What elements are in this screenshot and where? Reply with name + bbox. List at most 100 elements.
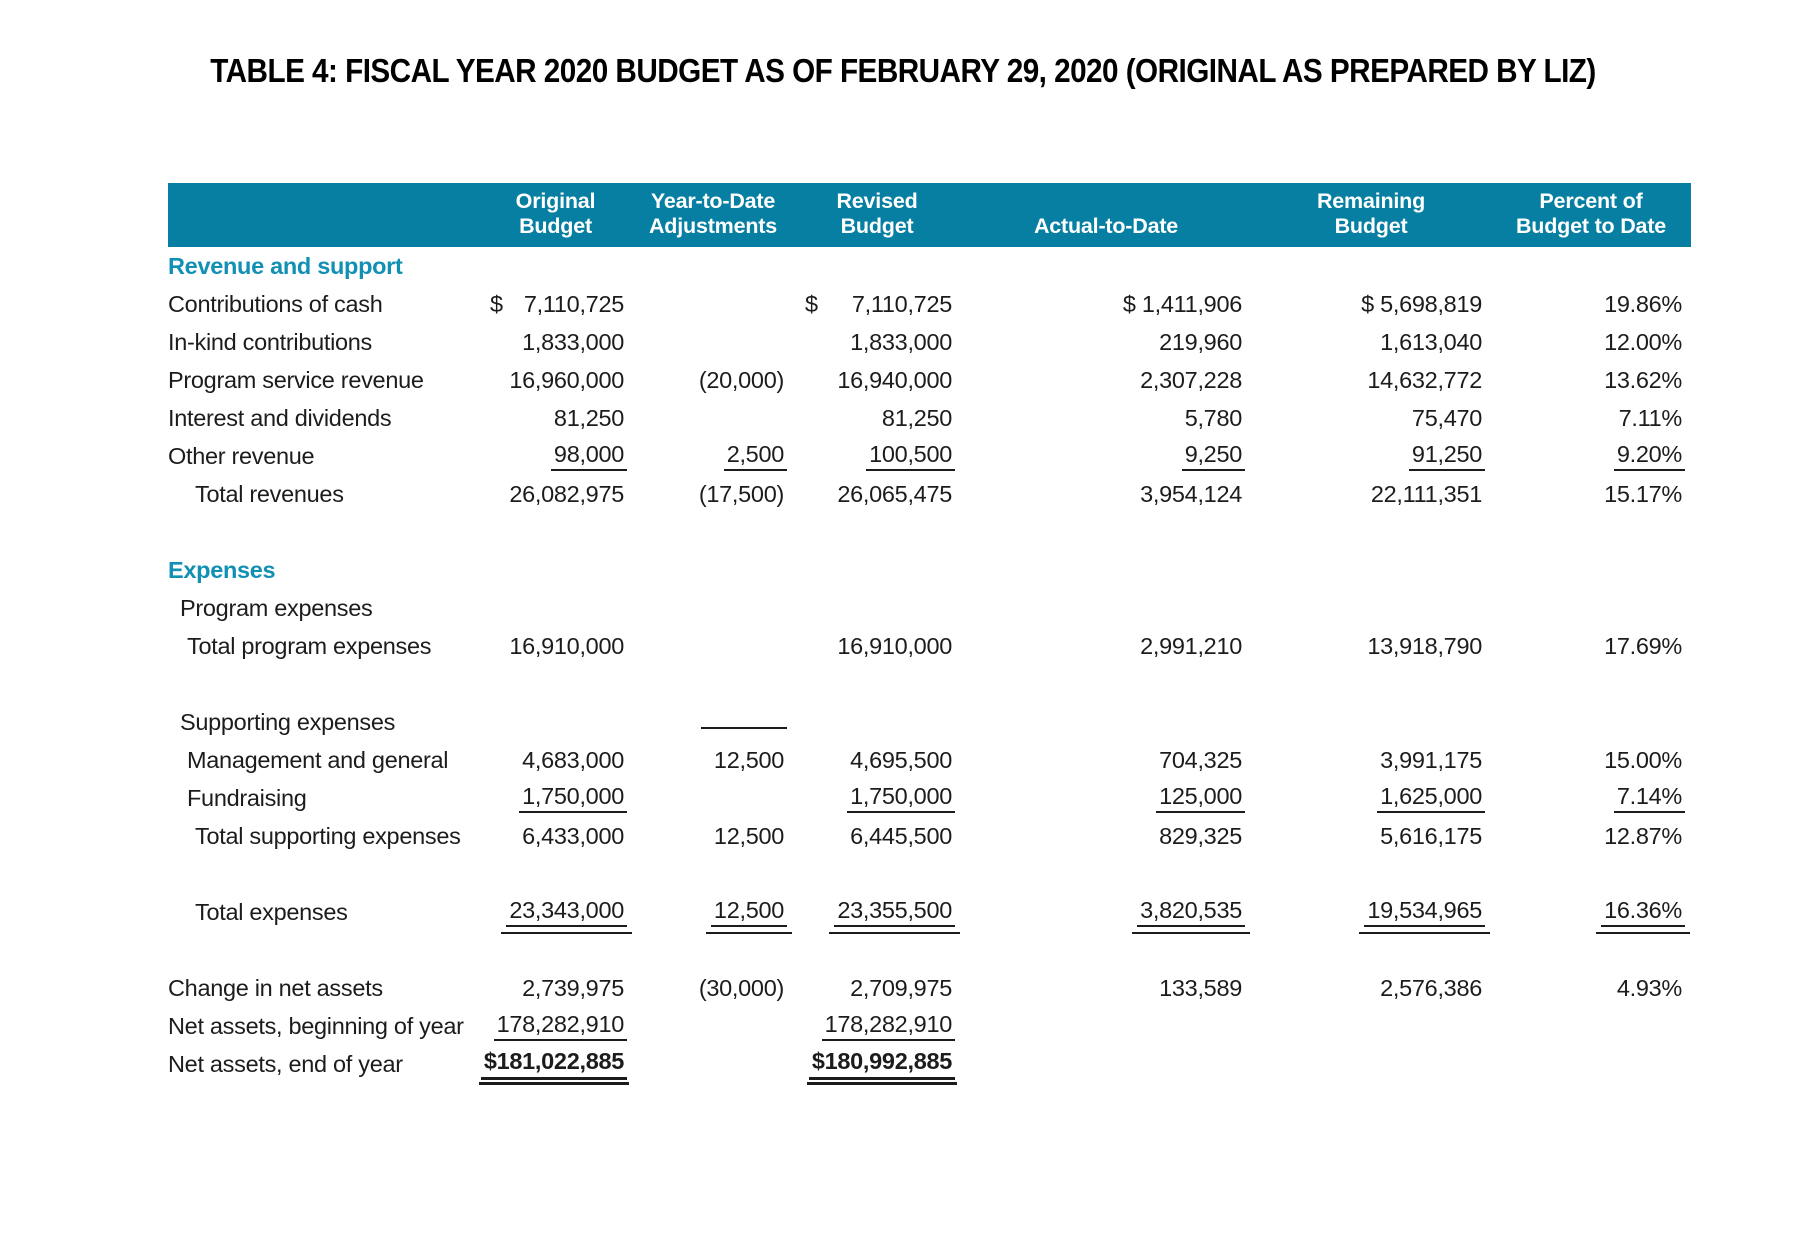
cell xyxy=(478,247,633,285)
accounting-cell: $7,110,725 xyxy=(793,291,955,318)
cell: 23,355,500 xyxy=(793,893,961,934)
cell-value: 15.00% xyxy=(1604,746,1682,773)
cell-value: 3,991,175 xyxy=(1380,746,1482,773)
cell-value: 14,632,772 xyxy=(1367,366,1482,393)
cell-value: 26,065,475 xyxy=(837,480,952,507)
cell: 75,470 xyxy=(1251,399,1491,437)
cell-value: 75,470 xyxy=(1411,404,1482,431)
table-row: Total expenses 23,343,000 12,500 23,355,500… xyxy=(168,893,1691,934)
cell-value: 81,250 xyxy=(553,404,624,431)
cell-value: 2,991,210 xyxy=(1140,632,1242,659)
cell: 4.93% xyxy=(1491,969,1691,1007)
cell xyxy=(633,323,793,361)
cell: 9,250 xyxy=(961,437,1251,475)
column-header-actual-to-date: Actual-to-Date xyxy=(961,183,1251,247)
cell-value: 100,500 xyxy=(866,441,955,471)
cell: 13.62% xyxy=(1491,361,1691,399)
cell: 7.11% xyxy=(1491,399,1691,437)
table-row: Net assets, end of year $181,022,885 $180,… xyxy=(168,1045,1691,1085)
row-label: Program service revenue xyxy=(168,366,424,393)
cell: 16.36% xyxy=(1491,893,1691,934)
section-row: Expenses xyxy=(168,551,1691,589)
cell xyxy=(1491,247,1691,285)
cell: 91,250 xyxy=(1251,437,1491,475)
cell-value: 16,940,000 xyxy=(837,366,952,393)
cell: 12.87% xyxy=(1491,817,1691,855)
cell xyxy=(1251,247,1491,285)
cell: 178,282,910 xyxy=(793,1007,961,1045)
cell: 6,433,000 xyxy=(478,817,633,855)
cell-value: 4,683,000 xyxy=(522,746,624,773)
cell-value: 2,576,386 xyxy=(1380,974,1482,1001)
cell-value: 7.14% xyxy=(1613,783,1685,813)
column-header-revised-budget: Revised Budget xyxy=(793,183,961,247)
cell: $ 1,411,906 xyxy=(961,285,1251,323)
accounting-cell: $7,110,725 xyxy=(478,291,627,318)
cell: 3,954,124 xyxy=(961,475,1251,513)
cell: $7,110,725 xyxy=(478,285,633,323)
cell xyxy=(633,627,793,665)
table-header: Original Budget Year-to-Date Adjustments R… xyxy=(168,183,1691,247)
cell: $7,110,725 xyxy=(793,285,961,323)
cell: 13,918,790 xyxy=(1251,627,1491,665)
title-bar: TABLE 4: FISCAL YEAR 2020 BUDGET AS OF F… xyxy=(0,52,1806,90)
cell-value: 91,250 xyxy=(1408,441,1485,471)
cell-value: $ 1,411,906 xyxy=(1122,290,1242,317)
cell: 3,991,175 xyxy=(1251,741,1491,779)
header-row: Original Budget Year-to-Date Adjustments R… xyxy=(168,183,1691,247)
cell: 16,910,000 xyxy=(793,627,961,665)
cell xyxy=(961,551,1251,589)
cell xyxy=(793,589,961,627)
cell-value: 98,000 xyxy=(550,441,627,471)
cell-value: 9.20% xyxy=(1613,441,1685,471)
row-label: Net assets, beginning of year xyxy=(168,1012,464,1039)
cell-value: 7,110,725 xyxy=(523,290,624,317)
cell-value: 133,589 xyxy=(1159,974,1242,1001)
cell: 12,500 xyxy=(633,817,793,855)
cell xyxy=(1251,703,1491,741)
cell: 100,500 xyxy=(793,437,961,475)
cell: 133,589 xyxy=(961,969,1251,1007)
cell-value: 2,739,975 xyxy=(522,974,624,1001)
cell xyxy=(633,703,793,741)
cell xyxy=(961,1007,1251,1045)
budget-table: Original Budget Year-to-Date Adjustments R… xyxy=(168,183,1691,1085)
row-label: Program expenses xyxy=(180,594,373,621)
cell-value: 9,250 xyxy=(1181,441,1245,471)
table-row: Program expenses xyxy=(168,589,1691,627)
table-row: In-kind contributions 1,833,000 1,833,000 2… xyxy=(168,323,1691,361)
cell-value: 12,500 xyxy=(713,746,784,773)
cell: 2,307,228 xyxy=(961,361,1251,399)
cell: 4,683,000 xyxy=(478,741,633,779)
table-row: Net assets, beginning of year 178,282,910… xyxy=(168,1007,1691,1045)
cell: $ 5,698,819 xyxy=(1251,285,1491,323)
budget-table-container: Original Budget Year-to-Date Adjustments R… xyxy=(168,183,1691,1085)
cell: 9.20% xyxy=(1491,437,1691,475)
cell-value: 81,250 xyxy=(881,404,952,431)
row-label: Contributions of cash xyxy=(168,290,383,317)
spacer-cell xyxy=(168,513,1691,551)
cell-value: 16.36% xyxy=(1596,897,1690,934)
row-label: Total program expenses xyxy=(187,632,432,659)
cell-value: 2,500 xyxy=(723,441,787,471)
cell: 16,910,000 xyxy=(478,627,633,665)
cell: 5,780 xyxy=(961,399,1251,437)
table-row: Contributions of cash $7,110,725 $7,110,72… xyxy=(168,285,1691,323)
cell-value: 1,613,040 xyxy=(1380,328,1482,355)
cell xyxy=(1251,551,1491,589)
row-label: In-kind contributions xyxy=(168,328,373,355)
cell: 3,820,535 xyxy=(961,893,1251,934)
cell-value: 17.69% xyxy=(1604,632,1682,659)
cell xyxy=(633,247,793,285)
cell: 81,250 xyxy=(478,399,633,437)
cell-value: (17,500) xyxy=(698,480,784,507)
cell xyxy=(633,285,793,323)
spacer-cell xyxy=(168,855,1691,893)
cell-value: 4,695,500 xyxy=(850,746,952,773)
cell xyxy=(633,779,793,817)
cell xyxy=(1491,551,1691,589)
cell xyxy=(1251,589,1491,627)
spacer-cell xyxy=(168,931,1691,969)
cell-value: 6,433,000 xyxy=(522,822,624,849)
column-rule-mark xyxy=(701,726,787,729)
